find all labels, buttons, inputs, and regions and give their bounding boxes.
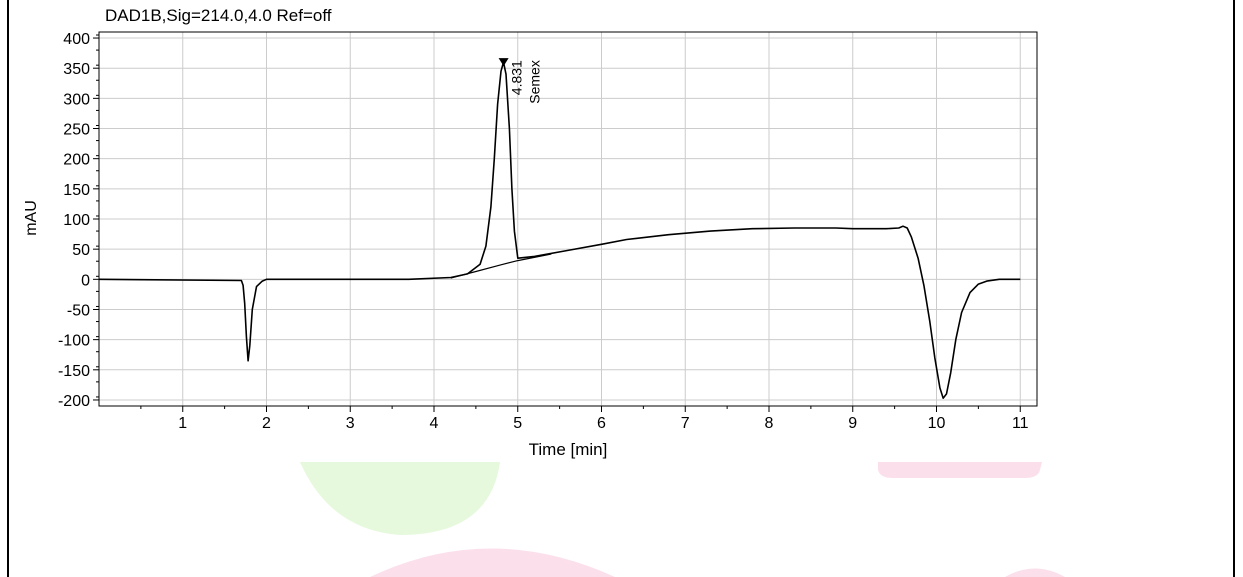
- x-tick-label-7: 7: [681, 415, 690, 432]
- x-tick-label-4: 4: [430, 415, 439, 432]
- x-tick-label-11: 11: [1012, 415, 1029, 432]
- baseline-trace: [450, 253, 552, 279]
- left-frame-border: [7, 0, 9, 577]
- series-layer: [98, 61, 1021, 400]
- y-tick-label-50: 50: [72, 242, 90, 259]
- watermark-pink-arc: [370, 548, 615, 577]
- peak-marker: [498, 58, 509, 67]
- x-tick-label-9: 9: [848, 415, 857, 432]
- y-tick-label--50: -50: [67, 302, 90, 319]
- y-tick-label--150: -150: [58, 363, 90, 380]
- background-watermark: [300, 462, 1065, 577]
- grid: [99, 32, 1037, 406]
- x-tick-label-8: 8: [765, 415, 774, 432]
- signal-trace: [98, 61, 1021, 400]
- watermark-pink-small: [1005, 568, 1065, 577]
- peak-compound-label: Semex: [527, 60, 543, 104]
- peak-annotations: 4.831 Semex: [498, 58, 543, 104]
- x-tick-label-5: 5: [513, 415, 522, 432]
- peak-retention-time-label: 4.831: [509, 60, 525, 95]
- x-axis-label: Time [min]: [529, 440, 608, 459]
- y-tick-label-150: 150: [63, 182, 90, 199]
- y-axis-label: mAU: [23, 200, 40, 236]
- y-tick-label-100: 100: [63, 212, 90, 229]
- y-tick-label-200: 200: [63, 152, 90, 169]
- x-tick-label-6: 6: [597, 415, 606, 432]
- y-tick-label-0: 0: [81, 272, 90, 289]
- x-tick-label-3: 3: [346, 415, 355, 432]
- x-tick-label-10: 10: [928, 415, 946, 432]
- y-tick-label-400: 400: [63, 31, 90, 48]
- y-tick-label-250: 250: [63, 122, 90, 139]
- y-tick-label--200: -200: [58, 393, 90, 410]
- y-tick-label-300: 300: [63, 91, 90, 108]
- y-tick-label--100: -100: [58, 333, 90, 350]
- x-tick-label-2: 2: [262, 415, 271, 432]
- right-frame-border: [1233, 0, 1235, 577]
- watermark-pink-bar: [878, 462, 1042, 478]
- watermark-green-shape: [300, 462, 500, 535]
- chart-title: DAD1B,Sig=214.0,4.0 Ref=off: [105, 6, 332, 25]
- y-tick-label-350: 350: [63, 61, 90, 78]
- tick-labels: 1 2 3 4 5 6 7 8 9 10 11 400 350 300 250 200 150 100 50 0 -50…: [58, 31, 1029, 432]
- x-tick-label-1: 1: [178, 415, 187, 432]
